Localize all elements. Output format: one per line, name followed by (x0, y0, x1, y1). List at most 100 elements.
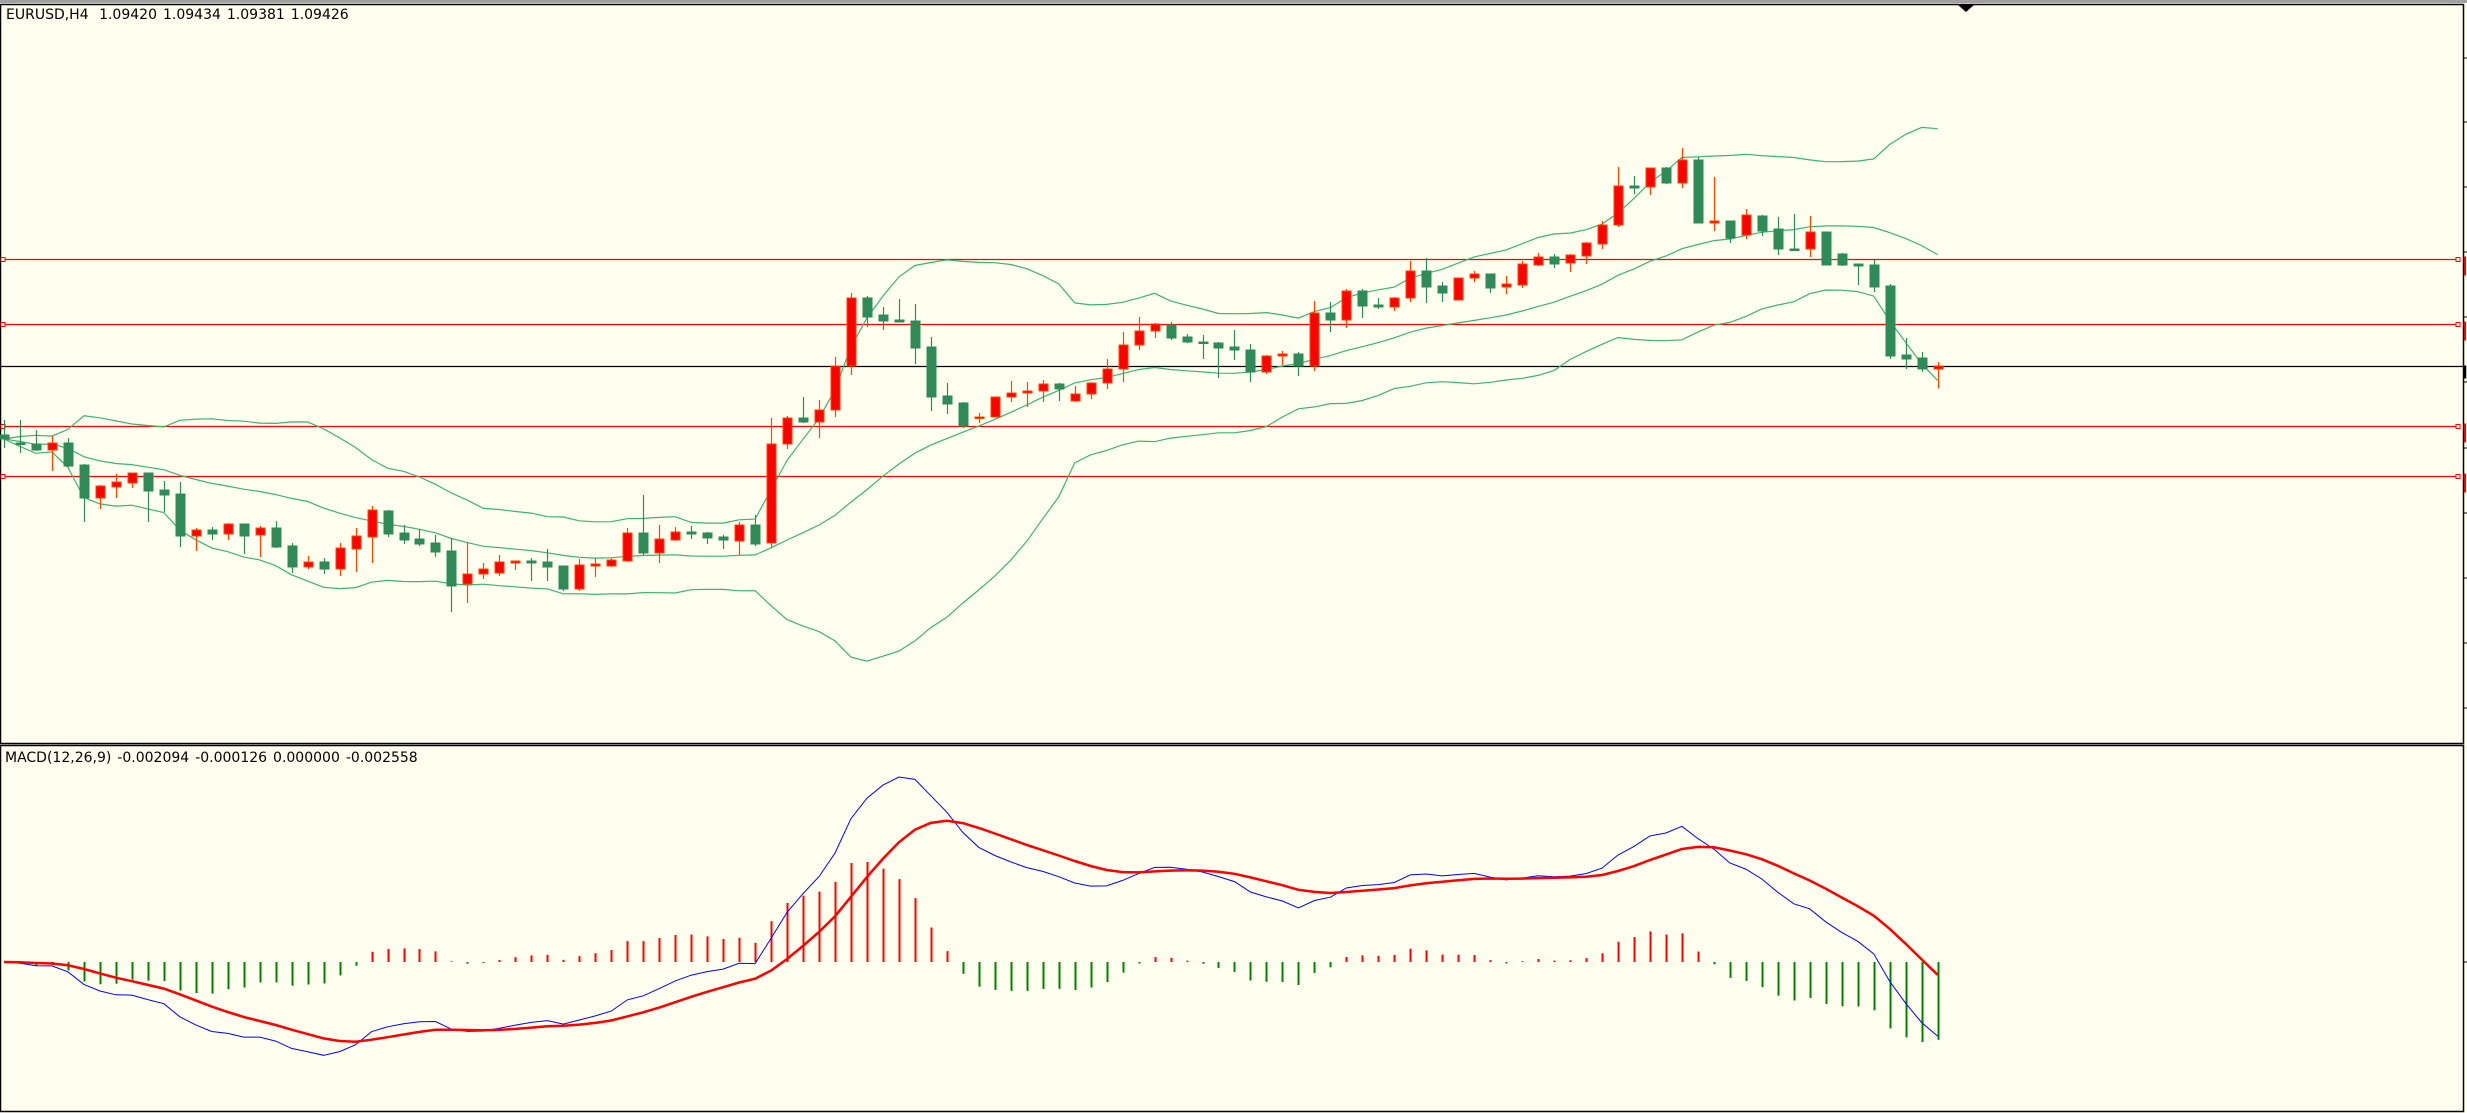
bullish-candle (1933, 362, 1944, 389)
bearish-candle (414, 529, 425, 546)
bearish-candle (750, 515, 761, 546)
bullish-candle (1405, 261, 1416, 302)
level-line-handle[interactable] (2455, 424, 2461, 429)
bearish-candle (63, 438, 74, 467)
candle-body (910, 320, 921, 349)
level-line-handle[interactable] (2455, 474, 2461, 479)
candle-body (1293, 353, 1304, 367)
bollinger-middle-band (3, 225, 1938, 559)
bearish-candle (175, 482, 186, 547)
bullish-candle (606, 558, 617, 567)
bearish-candle (926, 337, 937, 411)
bullish-candle (1469, 271, 1480, 282)
candle-body (1198, 341, 1209, 344)
candle-body (1565, 254, 1576, 264)
candle-body (1373, 304, 1384, 308)
bullish-candle (846, 293, 857, 375)
main-chart-legend: EURUSD,H4 1.09420 1.09434 1.09381 1.09426 (6, 7, 355, 23)
bearish-candle (1917, 352, 1928, 372)
candle-body (478, 568, 489, 575)
bullish-candle (1565, 254, 1576, 272)
candle-body (1837, 253, 1848, 266)
bullish-candle (95, 485, 106, 509)
main-panel-border (0, 3, 2465, 745)
horizontal-levels[interactable] (0, 256, 2467, 493)
candle-body (1022, 390, 1033, 394)
chart-shift-triangle-icon[interactable] (1958, 5, 1974, 12)
candle-body (542, 561, 553, 568)
level-line-handle[interactable] (0, 474, 6, 479)
bearish-candle (1629, 176, 1640, 194)
candle-body (686, 531, 697, 535)
bearish-candle (1901, 338, 1912, 369)
candle-body (1261, 355, 1272, 373)
candle-body (351, 535, 362, 550)
bearish-candle (271, 521, 282, 548)
candle-body (894, 319, 905, 323)
level-line-handle[interactable] (0, 257, 6, 262)
bearish-candle (143, 472, 154, 522)
candle-body (1501, 283, 1512, 288)
bullish-candle (574, 559, 585, 591)
bullish-candle (766, 418, 777, 548)
candle-body (862, 297, 873, 318)
level-line-handle[interactable] (2455, 257, 2461, 262)
candle-body (1773, 228, 1784, 250)
bearish-candle (446, 538, 457, 612)
level-line-handle[interactable] (2455, 322, 2461, 327)
bullish-candle (1277, 351, 1288, 365)
high-price: 1.09434 (162, 7, 221, 23)
candle-body (958, 402, 969, 427)
bullish-candle (814, 400, 825, 438)
bearish-candle (942, 383, 953, 414)
bullish-candle (127, 472, 138, 488)
bearish-candle (638, 495, 649, 555)
bearish-candle (1213, 342, 1224, 378)
bearish-candle (1853, 263, 1864, 285)
bearish-candle (958, 402, 969, 428)
bullish-candle (255, 526, 266, 557)
candle-body (1086, 382, 1097, 395)
candle-body (1853, 263, 1864, 267)
candle-body (1549, 256, 1560, 265)
candle-body (1245, 349, 1256, 373)
candle-body (1533, 256, 1544, 266)
bullish-candle (1102, 359, 1113, 389)
candle-body (926, 346, 937, 398)
candle-body (1709, 220, 1720, 224)
candle-body (1805, 231, 1816, 250)
bullish-candle (303, 556, 314, 569)
candle-body (111, 481, 122, 488)
bearish-candle (1357, 289, 1368, 318)
candle-body (1613, 185, 1624, 226)
chart-frame (0, 3, 2467, 1113)
candle-body (1102, 368, 1113, 384)
candle-body (1597, 224, 1608, 245)
bullish-candle (1038, 380, 1049, 402)
candle-body (446, 550, 457, 587)
candle-body (622, 532, 633, 562)
bullish-candle (1134, 317, 1145, 350)
candle-body (47, 442, 58, 451)
candle-body (1901, 354, 1912, 360)
candle-body (878, 314, 889, 322)
macd-panel (3, 776, 1940, 1056)
candle-body (814, 409, 825, 423)
candle-body (0, 434, 10, 440)
candle-body (1741, 214, 1752, 236)
bullish-candle (1389, 297, 1400, 311)
bearish-candle (399, 525, 410, 544)
candle-body (654, 538, 665, 554)
candle-body (1389, 297, 1400, 308)
bullish-candle (223, 523, 234, 540)
macd-value-3: 0.000000 (273, 750, 340, 766)
candle-body (383, 510, 394, 535)
candle-body (15, 442, 26, 445)
level-line-handle[interactable] (0, 322, 6, 327)
candle-body (1277, 353, 1288, 357)
candle-body (1645, 167, 1656, 188)
candle-body (143, 472, 154, 492)
candle-body (1677, 159, 1688, 184)
bearish-candle (0, 420, 10, 448)
